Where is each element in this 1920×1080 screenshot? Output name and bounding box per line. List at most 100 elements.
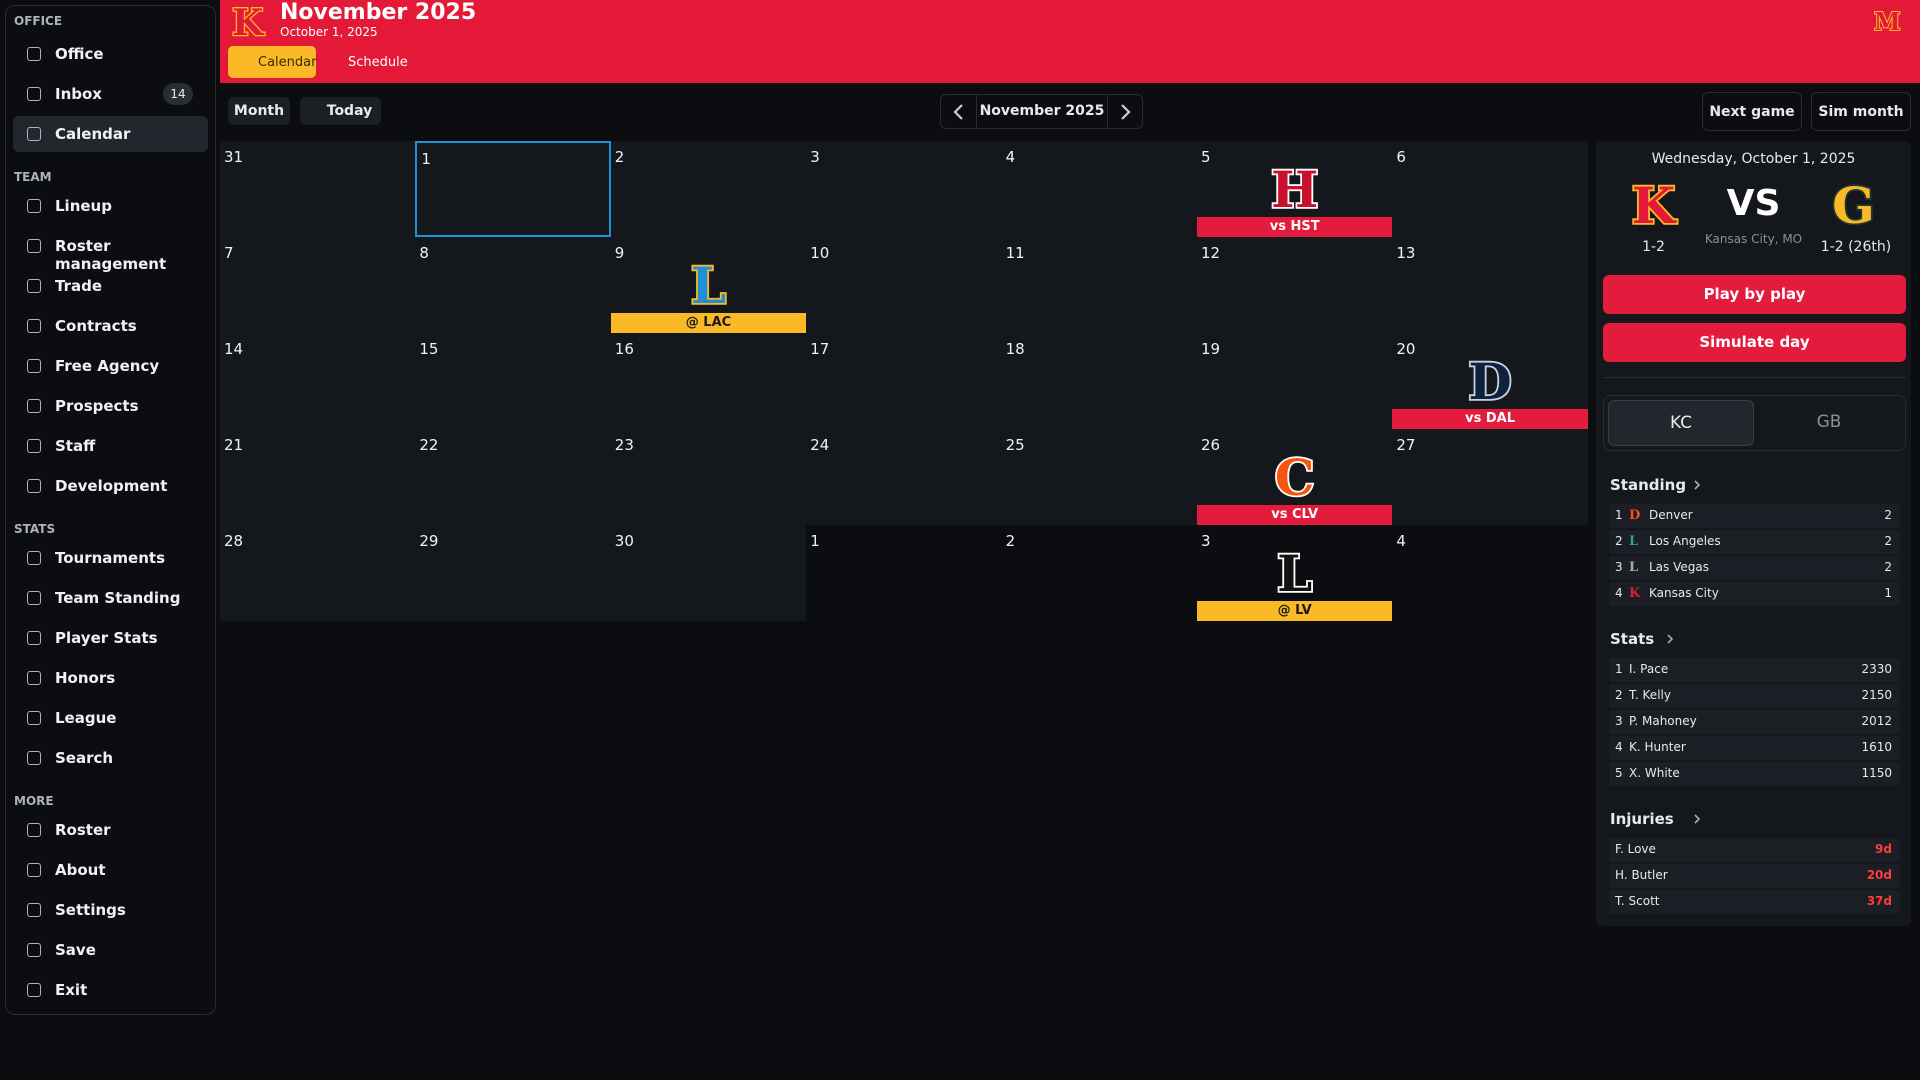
nav-item[interactable]: Inbox 14 — [13, 76, 208, 112]
primary-button[interactable]: Simulate day — [1603, 323, 1906, 362]
calendar-cell[interactable]: 15 — [415, 333, 611, 429]
view-button[interactable]: Month — [228, 97, 290, 125]
nav-item[interactable]: Save — [13, 932, 208, 968]
tab[interactable]: Calendar — [228, 46, 316, 78]
nav-label: Player Stats — [55, 629, 158, 647]
calendar-cell[interactable]: 30 — [610, 525, 807, 621]
calendar-cell[interactable]: 4 — [1001, 141, 1197, 237]
section-header[interactable]: Stats — [1610, 630, 1655, 648]
tab[interactable]: Schedule — [348, 55, 408, 70]
nav-item[interactable]: Tournaments — [13, 540, 208, 576]
calendar-cell[interactable]: 22 — [415, 429, 611, 525]
calendar-cell[interactable]: 31 — [220, 141, 416, 237]
nav-item[interactable]: Calendar — [13, 116, 208, 152]
day-number: 9 — [614, 244, 625, 262]
row-name: Los Angeles — [1649, 534, 1721, 548]
row-value: 20d — [1866, 868, 1892, 882]
action-button[interactable]: Sim month — [1811, 92, 1911, 131]
nav-item[interactable]: About — [13, 852, 208, 888]
day-number: 2 — [614, 148, 625, 166]
nav-item[interactable]: Development — [13, 468, 208, 504]
team-logo: L — [1629, 534, 1639, 549]
nav-icon — [27, 47, 41, 61]
nav-label: About — [55, 861, 106, 879]
calendar-cell[interactable]: 2 — [610, 141, 807, 237]
primary-button[interactable]: Play by play — [1603, 275, 1906, 314]
nav-label: Exit — [55, 981, 88, 999]
calendar-cell[interactable]: 4 — [1392, 525, 1588, 621]
calendar-cell[interactable]: 10 — [806, 237, 1002, 333]
header: K November 2025 October 1, 2025 Calendar Sch… — [220, 0, 1920, 83]
nav-label: Search — [55, 749, 114, 767]
day-number: 17 — [810, 340, 830, 358]
calendar-cell[interactable]: 13 — [1392, 237, 1588, 333]
nav-item[interactable]: Trade — [13, 268, 208, 304]
calendar-cell[interactable]: 9 L @ LAC — [610, 237, 807, 333]
day-number: 6 — [1396, 148, 1406, 166]
calendar-cell[interactable]: 6 — [1392, 141, 1588, 237]
nav-item[interactable]: Player Stats — [13, 620, 208, 656]
section-header[interactable]: Injuries — [1610, 810, 1674, 828]
nav-item[interactable]: Contracts — [13, 308, 208, 344]
calendar-cell[interactable]: 29 — [415, 525, 611, 621]
calendar-cell[interactable]: 28 — [220, 525, 416, 621]
nav-item[interactable]: Exit — [13, 972, 208, 1008]
calendar-cell[interactable]: 2 — [1001, 525, 1197, 621]
calendar-cell[interactable]: 11 — [1001, 237, 1197, 333]
event-bar[interactable]: vs HST — [1197, 217, 1393, 237]
next-button[interactable] — [1107, 95, 1143, 128]
nav-label: Roster — [55, 821, 111, 839]
day-number: 31 — [224, 148, 244, 166]
toggle-option[interactable]: GB — [1816, 412, 1842, 432]
nav-item[interactable]: Prospects — [13, 388, 208, 424]
row-value: 2 — [1884, 560, 1892, 574]
day-number: 1 — [810, 532, 820, 550]
calendar-cell[interactable]: 1 — [415, 141, 611, 237]
nav-item[interactable]: Staff — [13, 428, 208, 464]
section-header[interactable]: Standing — [1610, 476, 1687, 494]
calendar-cell[interactable]: 19 — [1197, 333, 1393, 429]
calendar-cell[interactable]: 3 L @ LV — [1197, 525, 1393, 621]
event-bar[interactable]: @ LV — [1197, 601, 1393, 621]
event-bar[interactable]: vs CLV — [1197, 505, 1393, 525]
section-title: MORE — [14, 794, 54, 808]
calendar-cell[interactable]: 7 — [220, 237, 416, 333]
event-bar[interactable]: @ LAC — [610, 313, 807, 333]
nav-item[interactable]: Free Agency — [13, 348, 208, 384]
calendar-cell[interactable]: 24 — [806, 429, 1002, 525]
action-button[interactable]: Next game — [1702, 92, 1802, 131]
today-button[interactable]: Today — [300, 97, 381, 125]
calendar-cell[interactable]: 21 — [220, 429, 416, 525]
nav-item[interactable]: Team Standing — [13, 580, 208, 616]
chevron-icon — [1694, 480, 1701, 490]
nav-item[interactable]: Roster management — [13, 228, 208, 273]
nav-item[interactable]: Roster — [13, 812, 208, 848]
calendar-cell[interactable]: 8 — [415, 237, 611, 333]
calendar-cell[interactable]: 17 — [806, 333, 1002, 429]
calendar-cell[interactable]: 1 — [806, 525, 1002, 621]
nav-item[interactable]: League — [13, 700, 208, 736]
nav-item[interactable]: Office — [13, 36, 208, 72]
prev-button[interactable] — [941, 95, 977, 128]
calendar-cell[interactable]: 25 — [1001, 429, 1197, 525]
calendar-cell[interactable]: 23 — [610, 429, 807, 525]
calendar-cell[interactable]: 27 — [1392, 429, 1588, 525]
nav-item[interactable]: Settings — [13, 892, 208, 928]
calendar-cell[interactable]: 18 — [1001, 333, 1197, 429]
nav-label: League — [55, 709, 117, 727]
event-bar[interactable]: vs DAL — [1392, 409, 1588, 429]
toggle-option[interactable]: KC — [1608, 400, 1754, 446]
nav-item[interactable]: Honors — [13, 660, 208, 696]
team-logo: L — [1629, 560, 1639, 575]
calendar-cell[interactable]: 3 — [806, 141, 1002, 237]
nav-item[interactable]: Search — [13, 740, 208, 776]
calendar-cell[interactable]: 16 — [610, 333, 807, 429]
nav-icon — [27, 711, 41, 725]
calendar-cell[interactable]: 12 — [1197, 237, 1393, 333]
nav-item[interactable]: Lineup — [13, 188, 208, 224]
nav-label: Roster management — [55, 237, 167, 273]
calendar-cell[interactable]: 14 — [220, 333, 416, 429]
